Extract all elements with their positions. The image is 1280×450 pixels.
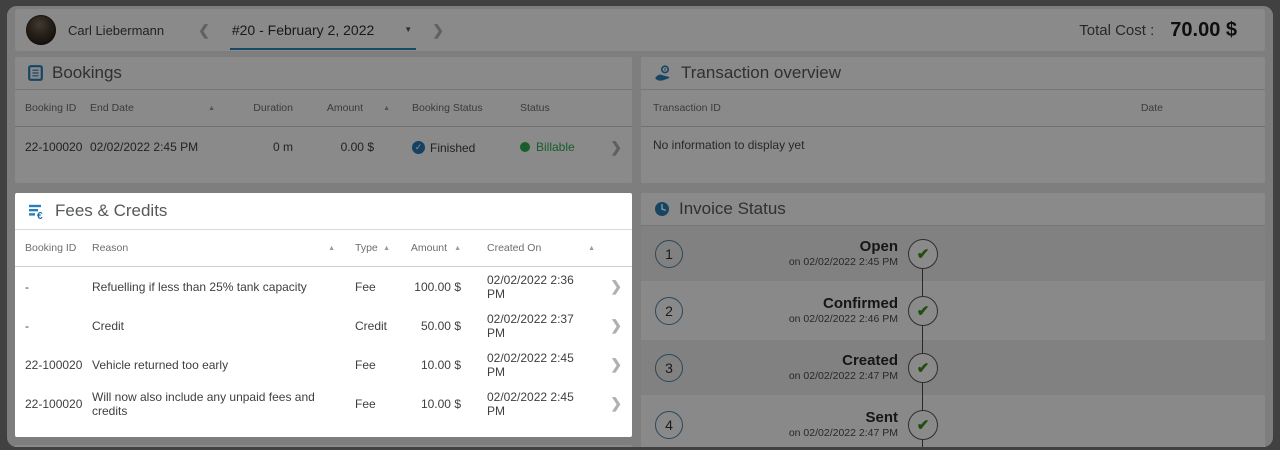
transaction-icon [654, 65, 672, 81]
left-column: Bookings Booking ID End Date ▲ Duration … [15, 57, 632, 447]
step-complete-check-icon: ✔ [908, 238, 938, 269]
bookings-panel: Bookings Booking ID End Date ▲ Duration … [15, 57, 632, 183]
invoice-step-created: 3 Created on 02/02/2022 2:47 PM ✔ [641, 340, 1265, 395]
bookings-icon [28, 65, 43, 81]
fee-table-row[interactable]: - Credit Credit 50.00 $ 02/02/2022 2:37 … [25, 311, 622, 340]
transaction-overview-title: Transaction overview [681, 63, 841, 82]
col-booking-id[interactable]: Booking ID [25, 242, 77, 254]
chevron-right-icon[interactable]: ❯ [610, 356, 622, 372]
sort-asc-icon[interactable]: ▲ [588, 244, 595, 252]
step-date: on 02/02/2022 2:47 PM [788, 370, 898, 382]
col-reason[interactable]: Reason ▲ [92, 242, 335, 254]
col-duration[interactable]: Duration [253, 102, 293, 114]
app-window: Carl Liebermann ❮ #20 - February 2, 2022… [7, 6, 1273, 447]
col-status[interactable]: Status [520, 102, 550, 114]
col-amount[interactable]: Amount ▲ [326, 102, 390, 114]
transactions-table-header: Transaction ID Date [641, 90, 1265, 127]
invoice-step-confirmed: 2 Confirmed on 02/02/2022 2:46 PM ✔ [641, 283, 1265, 338]
step-complete-check-icon: ✔ [908, 409, 938, 440]
invoice-status-title: Invoice Status [679, 199, 786, 218]
step-label: Sent [865, 409, 898, 426]
transactions-empty-message: No information to display yet [653, 138, 805, 152]
billable-dot-icon [520, 141, 530, 152]
sort-asc-icon[interactable]: ▲ [383, 244, 390, 252]
col-end-date[interactable]: End Date ▲ [90, 102, 215, 114]
status-badge: Billable [520, 140, 575, 154]
fees-credits-panel: € Fees & Credits Booking ID Reason ▲ Typ… [15, 193, 632, 437]
period-selector-value: #20 - February 2, 2022 [231, 21, 375, 38]
user-name: Carl Liebermann [68, 22, 165, 38]
step-date: on 02/02/2022 2:46 PM [788, 313, 898, 325]
fee-table-row[interactable]: 22-100020 Vehicle returned too early Fee… [25, 350, 622, 379]
timeline-connector-line [922, 254, 923, 447]
step-label: Created [842, 352, 898, 369]
col-transaction-id[interactable]: Transaction ID [653, 102, 721, 114]
step-date: on 02/02/2022 2:47 PM [788, 427, 898, 439]
transaction-overview-panel: Transaction overview Transaction ID Date… [641, 57, 1265, 183]
total-cost-label: Total Cost : [1079, 21, 1155, 39]
invoice-status-timeline: 1 Open on 02/02/2022 2:45 PM ✔ 2 Confirm… [641, 226, 1265, 447]
invoice-step-open: 1 Open on 02/02/2022 2:45 PM ✔ [641, 226, 1265, 281]
chevron-right-icon[interactable]: ❯ [610, 317, 622, 333]
step-complete-check-icon: ✔ [908, 295, 938, 326]
sort-asc-icon[interactable]: ▲ [328, 244, 335, 252]
step-number-badge: 1 [655, 239, 683, 268]
step-date: on 02/02/2022 2:45 PM [788, 256, 898, 268]
step-number-badge: 4 [655, 410, 683, 439]
step-label: Confirmed [823, 295, 898, 312]
user-avatar[interactable] [26, 15, 56, 45]
svg-text:€: € [37, 211, 43, 220]
next-panel-partial [15, 445, 632, 447]
sort-asc-icon[interactable]: ▲ [383, 104, 390, 112]
fees-credits-icon: € [28, 203, 46, 220]
col-booking-status[interactable]: Booking Status [412, 102, 483, 114]
chevron-right-icon[interactable]: ❯ [610, 395, 622, 411]
sort-asc-icon[interactable]: ▲ [208, 104, 215, 112]
booking-status-badge: ✓ Finished [412, 141, 475, 155]
booking-table-row[interactable]: 22-100020 02/02/2022 2:45 PM 0 m 0.00 $ … [25, 138, 622, 155]
previous-period-button[interactable]: ❮ [198, 21, 210, 38]
next-period-button[interactable]: ❯ [432, 21, 444, 38]
step-complete-check-icon: ✔ [908, 352, 938, 383]
bookings-title: Bookings [52, 63, 122, 82]
chevron-right-icon[interactable]: ❯ [610, 138, 622, 155]
fees-credits-title: Fees & Credits [55, 201, 168, 220]
sort-asc-icon[interactable]: ▲ [454, 244, 461, 252]
col-date[interactable]: Date [1140, 102, 1163, 114]
fee-table-row[interactable]: 22-100020 Will now also include any unpa… [25, 389, 622, 418]
col-type[interactable]: Type ▲ [355, 242, 390, 254]
col-created-on[interactable]: Created On ▲ [487, 242, 595, 254]
finished-check-icon: ✓ [412, 141, 425, 155]
invoice-status-panel: Invoice Status 1 Open on 02/02/2022 2:45… [641, 193, 1265, 447]
right-column: Transaction overview Transaction ID Date… [641, 57, 1265, 447]
col-amount[interactable]: Amount ▲ [410, 242, 461, 254]
chevron-right-icon[interactable]: ❯ [610, 278, 622, 294]
top-bar: Carl Liebermann ❮ #20 - February 2, 2022… [15, 9, 1265, 51]
fee-table-row[interactable]: - Refuelling if less than 25% tank capac… [25, 272, 622, 301]
chevron-down-icon: ▼ [404, 25, 413, 34]
bookings-table-header: Booking ID End Date ▲ Duration Amount ▲ … [15, 90, 632, 127]
period-selector[interactable]: #20 - February 2, 2022 ▼ [229, 21, 417, 50]
fees-table-header: Booking ID Reason ▲ Type ▲ Amount ▲ Crea… [15, 230, 632, 267]
col-booking-id[interactable]: Booking ID [25, 102, 77, 114]
clock-icon [654, 201, 670, 217]
step-label: Open [859, 238, 898, 255]
step-number-badge: 2 [655, 296, 683, 325]
total-cost-value: 70.00 $ [1170, 18, 1237, 41]
step-number-badge: 3 [655, 353, 683, 382]
invoice-step-sent: 4 Sent on 02/02/2022 2:47 PM ✔ [641, 397, 1265, 447]
